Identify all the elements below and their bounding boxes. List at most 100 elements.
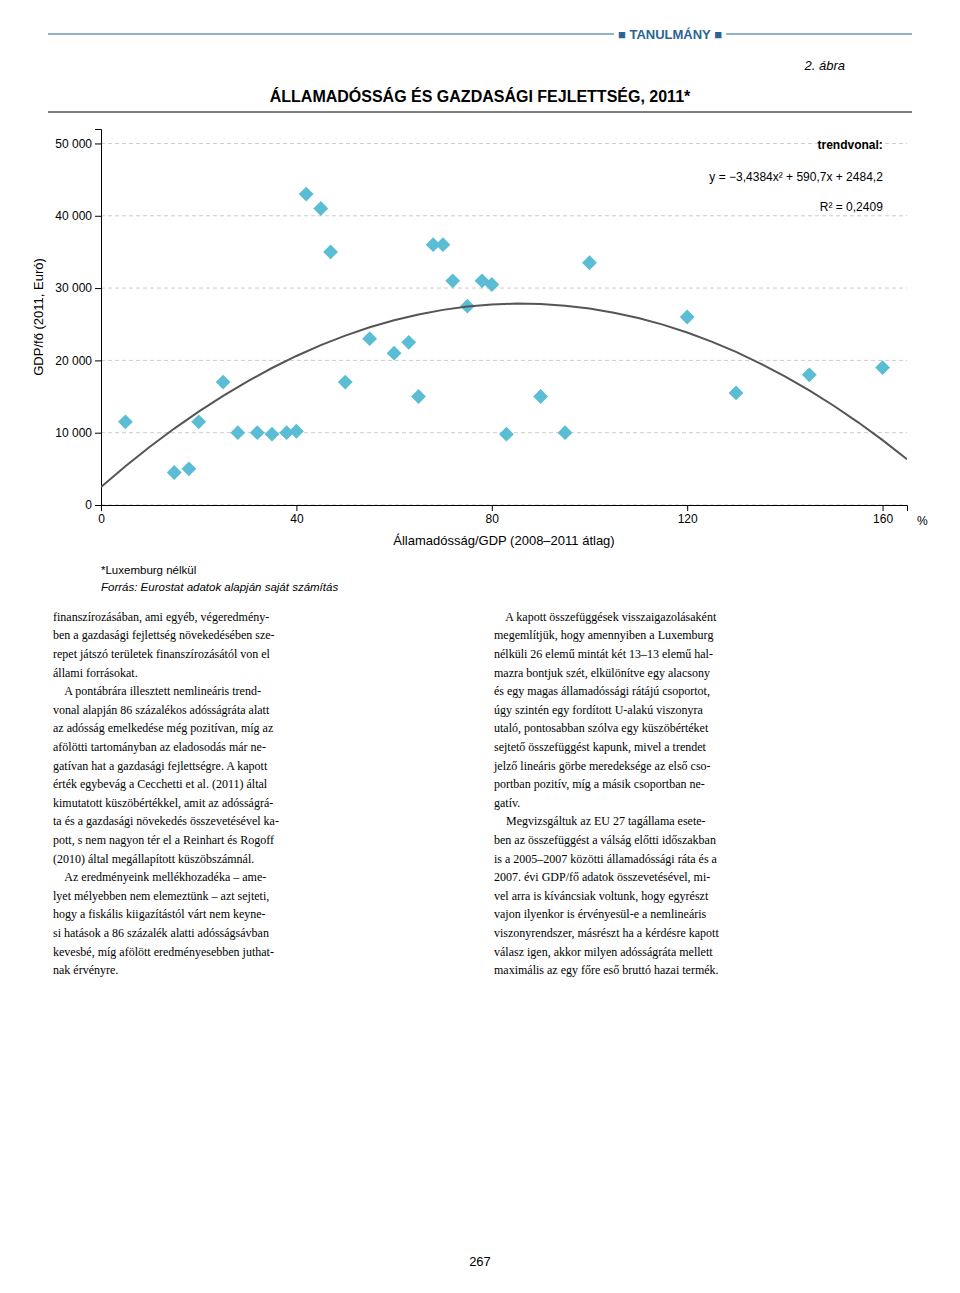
body-line: válasz igen, akkor milyen adósságráta me… xyxy=(494,945,713,959)
scatter-point xyxy=(313,201,328,216)
body-line: jelző lineáris görbe meredeksége az első… xyxy=(493,759,711,773)
page: ■ TANULMÁNY ■2. ábraÁLLAMADÓSSÁG ÉS GAZD… xyxy=(0,0,960,1293)
tick-label: 0 xyxy=(98,512,105,526)
body-line: repet játszó területek finanszírozásától… xyxy=(53,647,271,661)
annotation: trendvonal: xyxy=(817,138,882,152)
grid-line xyxy=(101,360,907,361)
scatter-point xyxy=(216,375,231,390)
scatter-point xyxy=(875,360,890,375)
scatter-point xyxy=(533,389,548,404)
body-line: ben az összefüggést a válság előtti idős… xyxy=(494,833,716,847)
body-line: vonal alapján 86 százalékos adósságráta … xyxy=(53,703,270,717)
title-rule xyxy=(48,112,912,113)
tick: 80 xyxy=(486,505,500,526)
body-line: maximális az egy főre eső bruttó hazai t… xyxy=(494,963,719,977)
header-rule xyxy=(48,34,912,35)
tick-mark xyxy=(95,216,101,217)
body-line: mazra bontjuk szét, elkülönítve egy alac… xyxy=(494,666,710,680)
tick: 0 xyxy=(85,498,101,512)
tick-label: 160 xyxy=(873,512,893,526)
body-line: is a 2005–2007 közötti államadóssági rát… xyxy=(494,852,718,866)
annotations: trendvonal: y = −3,4384x² + 590,7x + 2484… xyxy=(709,138,883,214)
tick: 30 000 xyxy=(55,281,101,295)
tick-mark xyxy=(95,505,101,506)
tick-mark xyxy=(95,433,101,434)
x-axis: 04080120160 xyxy=(98,505,907,526)
body-line: A pontábrára illesztett nemlineáris tren… xyxy=(53,684,261,698)
tick-mark xyxy=(95,360,101,361)
x-unit-label: % xyxy=(917,514,928,528)
body-line: nélküli 26 elemű mintát két 13–13 elemű … xyxy=(494,647,713,661)
body-column: finanszírozásában, ami egyéb, végeredmén… xyxy=(53,610,279,977)
tick: 40 000 xyxy=(55,209,101,223)
body-line: gatív. xyxy=(494,796,520,810)
annotation: y = −3,4384x² + 590,7x + 2484,2 xyxy=(709,170,883,184)
body-line: 2007. évi GDP/fő adatok összevetésével, … xyxy=(494,870,710,884)
body-line: kimutatott küszöbértékkel, amit az adóss… xyxy=(53,796,273,810)
body-line: az adósság emelkedése még pozitívan, míg… xyxy=(53,721,273,735)
body-line: viszonyrendszer, másrészt ha a kérdésre … xyxy=(494,926,719,940)
body-line: kevesbé, míg afölött eredményesebben jut… xyxy=(53,945,274,959)
scatter-point xyxy=(484,277,499,292)
annotation: R² = 0,2409 xyxy=(820,200,883,214)
scatter-point xyxy=(499,427,514,442)
tick: 50 000 xyxy=(55,137,101,151)
scatter-series xyxy=(118,187,890,480)
body-line: vel arra is kíváncsiak voltunk, hogy egy… xyxy=(494,889,709,903)
tick-mark xyxy=(95,143,101,144)
chart: 04080120160010 00020 00030 00040 00050 0… xyxy=(31,130,928,549)
tick-mark xyxy=(296,505,297,511)
body-line: megemlítjük, hogy amennyiben a Luxemburg xyxy=(494,628,713,642)
tick-mark xyxy=(687,505,688,511)
body-line: hogy a fiskális kiigazítástól várt nem k… xyxy=(53,907,266,921)
scatter-point xyxy=(411,389,426,404)
grid xyxy=(101,143,907,505)
grid-line xyxy=(101,288,907,289)
y-axis-line xyxy=(95,130,102,506)
header-text: ■ TANULMÁNY ■ xyxy=(618,27,722,42)
tick: 160 xyxy=(873,505,893,526)
body-line: érték egybevág a Cecchetti et al. (2011)… xyxy=(53,777,268,791)
x-axis-title: Államadósság/GDP (2008–2011 átlag) xyxy=(393,533,614,548)
plot-area xyxy=(101,187,907,487)
scatter-point xyxy=(338,375,353,390)
scatter-point xyxy=(191,414,206,429)
body-line: úgy szintén egy fordított U-alakú viszon… xyxy=(494,703,704,717)
scatter-point xyxy=(289,424,304,439)
scatter-point xyxy=(436,237,451,252)
scatter-point xyxy=(299,187,314,202)
tick-label: 50 000 xyxy=(55,137,92,151)
scatter-point xyxy=(362,331,377,346)
footnote: *Luxemburg nélkül xyxy=(101,564,196,576)
scatter-point xyxy=(118,414,133,429)
chart-title: ÁLLAMADÓSSÁG ÉS GAZDASÁGI FEJLETTSÉG, 20… xyxy=(270,87,691,105)
body-line: lyet mélyebben nem elemeztünk – azt sejt… xyxy=(53,889,269,903)
tick-label: 80 xyxy=(486,512,500,526)
y-axis: 010 00020 00030 00040 00050 000 xyxy=(55,130,101,513)
scatter-point xyxy=(230,425,245,440)
tick-mark xyxy=(95,288,101,289)
body-line: állami forrásokat. xyxy=(53,666,138,680)
tick-label: 30 000 xyxy=(55,281,92,295)
tick: 120 xyxy=(678,505,698,526)
scatter-point xyxy=(182,461,197,476)
scatter-point xyxy=(445,273,460,288)
scatter-point xyxy=(558,425,573,440)
body-line: ben a gazdasági fejlettség növekedésében… xyxy=(53,628,275,642)
grid-line xyxy=(101,215,907,216)
grid-line xyxy=(101,143,907,144)
body-line: vajon ilyenkor is érvényesül-e a nemline… xyxy=(494,907,707,921)
body-line: si hatások a 86 százalék alatti adósságs… xyxy=(53,926,269,940)
scatter-point xyxy=(265,427,280,442)
tick: 10 000 xyxy=(55,426,101,440)
scatter-point xyxy=(729,386,744,401)
scatter-point xyxy=(323,245,338,260)
tick-label: 120 xyxy=(678,512,698,526)
page-number: 267 xyxy=(469,1254,491,1269)
body-line: és egy magas államadóssági rátájú csopor… xyxy=(494,684,710,698)
trend-line xyxy=(101,304,907,487)
tick-mark xyxy=(883,505,884,511)
scatter-point xyxy=(401,335,416,350)
body-line: portban pozitív, míg a másik csoportban … xyxy=(494,777,705,791)
header-background xyxy=(614,25,726,44)
